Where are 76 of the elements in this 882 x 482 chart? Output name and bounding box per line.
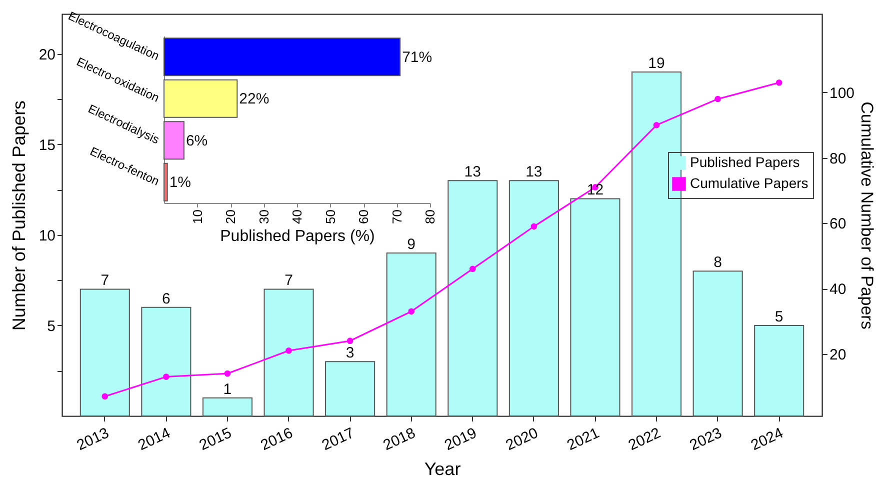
y-tick-label: 15: [38, 136, 56, 154]
point: [163, 374, 170, 380]
data-label: 5: [774, 308, 784, 326]
y2-axis-title: Cumulative Number of Papers: [858, 102, 877, 330]
x-tick-label: 80: [422, 210, 438, 224]
data-label: 9: [407, 236, 416, 254]
x-tick-label: 70: [389, 210, 404, 224]
data-label: 71%: [402, 48, 432, 66]
x-tick-label: 20: [223, 210, 238, 224]
x-tick-label: 2017: [319, 424, 357, 454]
x-tick-label: 2024: [748, 424, 786, 454]
bar: [202, 397, 252, 416]
y2-tick-label: 40: [830, 281, 846, 298]
x-tick-label: 30: [256, 210, 272, 224]
data-label: 22%: [239, 90, 270, 108]
bar: [754, 324, 804, 416]
y-tick-label: 10: [38, 227, 56, 244]
x-axis-title: Year: [424, 459, 461, 480]
data-label: 3: [346, 344, 354, 362]
bar: [164, 79, 238, 118]
point: [653, 122, 660, 128]
bar: [264, 288, 314, 416]
x-tick-label: 2018: [380, 424, 418, 454]
data-label: 13: [464, 164, 481, 181]
data-label: 7: [100, 272, 110, 290]
bar: [80, 288, 130, 416]
point: [102, 393, 108, 400]
x-axis-title: Published Papers (%): [220, 228, 375, 245]
data-label: 13: [526, 164, 542, 181]
point: [714, 96, 721, 102]
point: [776, 79, 782, 86]
x-tick-label: 2015: [196, 424, 234, 454]
y2-tick-label: 80: [830, 150, 846, 168]
x-tick-label: 2013: [74, 424, 112, 454]
x-tick-label: 50: [322, 210, 338, 224]
x-tick-label: 2014: [136, 424, 173, 454]
data-label: 1%: [169, 174, 192, 192]
x-tick-label: 2022: [626, 424, 664, 454]
x-tick-label: 2020: [503, 424, 541, 454]
legend-label: Cumulative Papers: [690, 175, 808, 191]
bar: [508, 180, 559, 416]
y-tick-label: 5: [47, 318, 56, 335]
x-tick-label: 10: [190, 210, 205, 224]
point: [224, 370, 231, 377]
x-tick-label: 2016: [258, 424, 296, 454]
data-label: 6: [162, 290, 170, 308]
legend-label: Published Papers: [690, 154, 800, 170]
point: [408, 308, 415, 315]
x-tick-label: 2019: [442, 424, 480, 454]
point: [286, 347, 292, 354]
bar: [164, 162, 168, 202]
bar: [386, 252, 436, 416]
y2-tick-label: 100: [830, 84, 855, 102]
data-label: 6%: [186, 132, 208, 150]
data-label: 8: [714, 254, 722, 272]
bar: [164, 38, 401, 76]
y-tick-label: 20: [38, 46, 56, 64]
point: [530, 223, 538, 230]
y2-tick-label: 20: [830, 346, 846, 364]
x-tick-label: 40: [290, 210, 304, 224]
bar: [164, 121, 184, 160]
x-tick-label: 2023: [687, 424, 725, 454]
bar: [692, 270, 743, 416]
data-label: 1: [223, 380, 232, 398]
point: [469, 266, 476, 272]
data-label: 7: [284, 272, 293, 290]
x-tick-label: 60: [356, 210, 371, 224]
bar: [632, 71, 682, 416]
bar: [570, 198, 620, 416]
bar: [448, 180, 498, 416]
y-axis-title: Number of Published Papers: [8, 100, 29, 331]
bar: [141, 306, 192, 416]
x-tick-label: 2021: [564, 424, 602, 454]
bar: [325, 361, 376, 416]
data-label: 19: [648, 54, 665, 72]
point: [346, 338, 354, 344]
